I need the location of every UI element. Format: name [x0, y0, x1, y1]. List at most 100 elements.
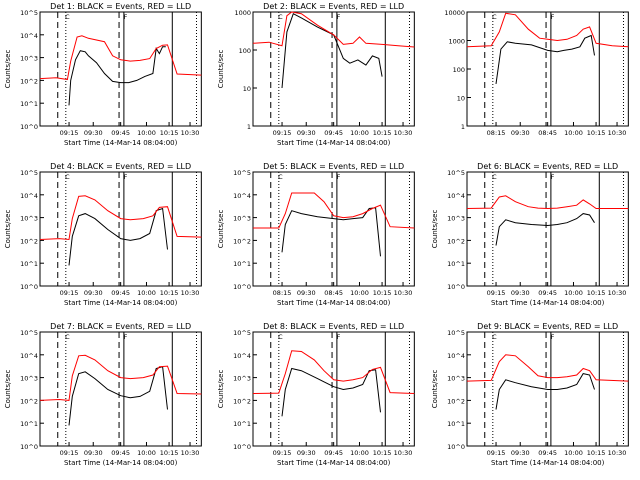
- series-line-lld: [253, 350, 415, 394]
- x-tick-label: 08:15: [273, 289, 292, 297]
- marker-label: F: [337, 13, 341, 21]
- chart-title: Det 2: BLACK = Events, RED = LLD: [264, 2, 405, 11]
- y-tick-label: 10^2: [447, 397, 465, 405]
- y-tick-label: 10^2: [20, 77, 38, 85]
- x-tick-label: 08:45: [538, 129, 557, 137]
- plot-frame: [39, 11, 202, 127]
- x-tick-label: 10:00: [564, 289, 583, 297]
- series-line-events: [68, 207, 168, 266]
- y-tick-label: 10^4: [20, 192, 38, 200]
- x-tick-label: 09:30: [297, 129, 316, 137]
- y-axis-label: Counts/sec: [431, 370, 439, 409]
- marker-label: F: [124, 13, 128, 21]
- y-tick-label: 10^5: [233, 169, 251, 177]
- y-tick-label: 10^3: [20, 215, 38, 223]
- x-tick-label: 09:45: [111, 449, 130, 457]
- y-tick-label: 10^5: [20, 329, 38, 337]
- series-line-lld: [39, 195, 202, 241]
- series-line-lld: [466, 195, 628, 210]
- detector-chart-5: Det 5: BLACK = Events, RED = LLD 10^0 10^1…: [217, 162, 416, 307]
- x-tick-label: 10:30: [181, 129, 200, 137]
- y-axis-label: Counts/sec: [431, 210, 439, 249]
- x-tick-label: 09:30: [84, 449, 103, 457]
- y-tick-label: 10^2: [20, 237, 38, 245]
- x-tick-label: 10:15: [586, 289, 605, 297]
- x-tick-label: 09:45: [325, 449, 344, 457]
- y-tick-label: 100: [452, 66, 464, 74]
- y-tick-label: 10^4: [233, 192, 251, 200]
- marker-label: C: [492, 173, 497, 181]
- y-tick-label: 1000: [448, 38, 465, 46]
- x-axis-label: Start Time (14-Mar-14 08:04:00): [277, 299, 391, 307]
- marker-label: F: [337, 173, 341, 181]
- chart-title: Det 1: BLACK = Events, RED = LLD: [50, 2, 191, 11]
- y-tick-label: 10^0: [233, 283, 251, 291]
- marker-label: F: [337, 333, 341, 341]
- x-tick-label: 09:30: [511, 289, 530, 297]
- y-axis-label: Counts/sec: [217, 370, 225, 409]
- y-tick-label: 10^4: [447, 192, 465, 200]
- x-tick-label: 10:00: [350, 449, 369, 457]
- y-tick-label: 10^0: [447, 283, 465, 291]
- x-tick-label: 10:15: [160, 289, 179, 297]
- chart-title: Det 5: BLACK = Events, RED = LLD: [264, 162, 405, 171]
- y-tick-label: 1: [247, 123, 251, 131]
- y-tick-label: 10^2: [233, 237, 251, 245]
- y-tick-label: 10^0: [233, 443, 251, 451]
- x-tick-label: 09:30: [84, 289, 103, 297]
- x-tick-label: 09:15: [60, 289, 79, 297]
- plot-frame: [252, 171, 416, 287]
- y-tick-label: 10^2: [20, 397, 38, 405]
- series-line-events: [68, 46, 166, 106]
- x-tick-label: 10:30: [607, 289, 626, 297]
- y-tick-label: 10: [456, 95, 464, 103]
- x-tick-label: 10:00: [564, 449, 583, 457]
- x-tick-label: 10:30: [181, 289, 200, 297]
- chart-title: Det 4: BLACK = Events, RED = LLD: [50, 162, 191, 171]
- series-line-events: [495, 34, 595, 84]
- y-tick-label: 10^1: [233, 260, 251, 268]
- series-line-lld: [253, 192, 415, 229]
- x-axis-label: Start Time (14-Mar-14 08:04:00): [277, 139, 391, 147]
- x-tick-label: 08:15: [486, 129, 505, 137]
- detector-chart-8: Det 8: BLACK = Events, RED = LLD 10^0 10^1…: [217, 322, 416, 467]
- detector-chart-1: Det 1: BLACK = Events, RED = LLD 10^0 10^1…: [4, 2, 202, 147]
- series-line-lld: [39, 35, 202, 81]
- y-tick-label: 1: [461, 123, 465, 131]
- x-tick-label: 09:30: [297, 449, 316, 457]
- x-tick-label: 10:30: [607, 449, 626, 457]
- x-tick-label: 09:30: [511, 449, 530, 457]
- marker-label: F: [124, 173, 128, 181]
- detector-chart-7: Det 7: BLACK = Events, RED = LLD 10^0 10^1…: [4, 322, 202, 467]
- x-tick-label: 09:45: [111, 129, 130, 137]
- x-tick-label: 09:45: [538, 449, 557, 457]
- x-tick-label: 10:15: [373, 129, 392, 137]
- plot-frame: [466, 171, 629, 287]
- marker-label: C: [492, 333, 497, 341]
- y-tick-label: 10^1: [20, 420, 38, 428]
- x-tick-label: 10:00: [137, 289, 156, 297]
- x-tick-label: 09:15: [60, 129, 79, 137]
- y-tick-label: 10^0: [447, 443, 465, 451]
- x-tick-label: 10:30: [394, 449, 413, 457]
- detector-chart-2: Det 2: BLACK = Events, RED = LLD 1 10 100 10…: [217, 2, 416, 147]
- detector-chart-4: Det 4: BLACK = Events, RED = LLD 10^0 10^1…: [4, 162, 202, 307]
- x-tick-label: 09:45: [325, 129, 344, 137]
- y-tick-label: 10^5: [447, 169, 465, 177]
- marker-label: F: [550, 13, 554, 21]
- marker-label: C: [492, 13, 497, 21]
- chart-title: Det 7: BLACK = Events, RED = LLD: [50, 322, 191, 331]
- marker-label: F: [550, 173, 554, 181]
- y-axis-label: Counts/sec: [4, 50, 12, 89]
- marker-label: C: [278, 333, 283, 341]
- y-tick-label: 10^1: [20, 100, 38, 108]
- plot-frame: [252, 11, 416, 127]
- plot-frame: [252, 331, 416, 447]
- x-tick-label: 10:30: [394, 289, 413, 297]
- x-tick-label: 10:15: [373, 289, 392, 297]
- marker-label: F: [124, 333, 128, 341]
- x-tick-label: 10:15: [160, 129, 179, 137]
- marker-label: C: [65, 13, 70, 21]
- plot-frame: [39, 171, 202, 287]
- y-tick-label: 10^5: [233, 329, 251, 337]
